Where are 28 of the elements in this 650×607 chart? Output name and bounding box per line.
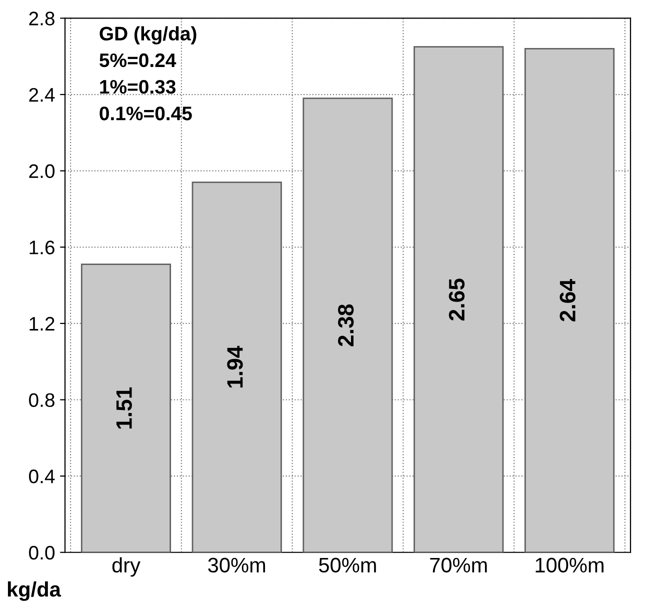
x-tick-label: 30%m	[208, 558, 266, 573]
annotation: 0.1%=0.45	[100, 106, 192, 120]
x-tick-label: 70%m	[430, 558, 487, 573]
y-tick-label: 2.8	[29, 12, 54, 26]
y-tick-label: 2.0	[29, 164, 55, 178]
data-label: 2.65	[448, 278, 465, 320]
y-tick-label: 2.4	[29, 88, 55, 102]
bar	[302, 98, 393, 552]
y-tick-label: 0.8	[29, 393, 54, 407]
data-label: 2.38	[338, 304, 354, 346]
data-label: 2.64	[560, 279, 576, 322]
bar	[192, 182, 282, 552]
y-tick-label: 1.2	[30, 316, 54, 330]
bar	[524, 48, 615, 552]
x-tick-label: 100%m	[536, 558, 604, 573]
y-axis-title: kg/da	[8, 581, 62, 601]
y-tick-label: 1.6	[30, 240, 54, 254]
y-tick-label: 0.0	[29, 546, 55, 560]
data-label: 1.94	[227, 346, 243, 388]
annotation: GD (kg/da)	[100, 26, 196, 44]
x-tick-label: dry	[112, 557, 140, 577]
data-label: 1.51	[116, 387, 132, 429]
annotation: 1%=0.33	[100, 80, 176, 94]
bar	[80, 264, 172, 552]
y-tick-label: 0.4	[29, 470, 55, 484]
x-tick-label: 50%m	[319, 558, 376, 573]
annotation: 5%=0.24	[100, 53, 176, 68]
bar	[414, 46, 504, 552]
